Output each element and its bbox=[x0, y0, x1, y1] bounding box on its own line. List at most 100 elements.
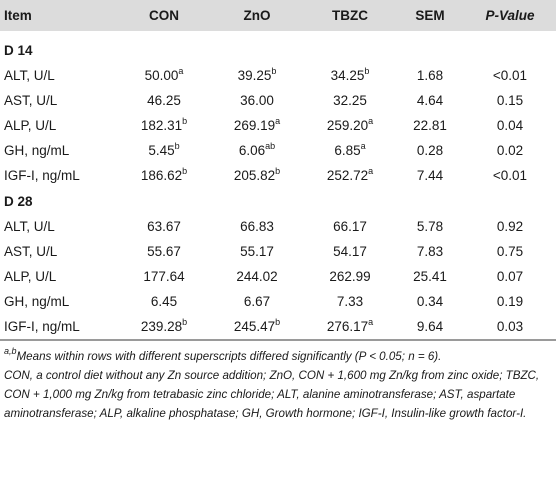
table-header-row: Item CON ZnO TBZC SEM P-Value bbox=[0, 0, 556, 31]
cell-con: 46.25 bbox=[118, 88, 210, 113]
cell-tbzc: 259.20a bbox=[304, 113, 396, 138]
cell-tbzc: 262.99 bbox=[304, 264, 396, 289]
cell-con-superscript: b bbox=[182, 165, 188, 176]
cell-tbzc-superscript: a bbox=[368, 316, 374, 327]
cell-con-value: 5.45 bbox=[148, 143, 175, 158]
header-p-value: P-Value bbox=[464, 0, 556, 31]
cell-item: AST, U/L bbox=[4, 244, 58, 259]
cell-p-value: 0.04 bbox=[496, 118, 524, 133]
header-zno: ZnO bbox=[243, 8, 271, 23]
cell-tbzc-value: 252.72 bbox=[326, 168, 369, 183]
cell-sem: 0.28 bbox=[416, 143, 444, 158]
cell-con: 182.31b bbox=[118, 113, 210, 138]
header-item: Item bbox=[4, 8, 32, 23]
cell-zno-value: 269.19 bbox=[233, 118, 276, 133]
cell-con: 55.67 bbox=[118, 239, 210, 264]
cell-p-value: 0.07 bbox=[496, 269, 524, 284]
cell-zno-superscript: b bbox=[275, 165, 281, 176]
cell-zno: 244.02 bbox=[210, 264, 304, 289]
cell-zno-value: 36.00 bbox=[240, 93, 274, 108]
cell-zno: 269.19a bbox=[210, 113, 304, 138]
cell-tbzc-value: 262.99 bbox=[329, 269, 371, 284]
cell-sem: 25.41 bbox=[413, 269, 447, 284]
cell-tbzc: 66.17 bbox=[304, 214, 396, 239]
cell-tbzc: 34.25b bbox=[304, 63, 396, 88]
cell-item: IGF-I, ng/mL bbox=[4, 168, 80, 183]
cell-tbzc-superscript: a bbox=[368, 115, 374, 126]
header-con: CON bbox=[149, 8, 179, 23]
footnote-abbreviations: CON, a control diet without any Zn sourc… bbox=[4, 369, 540, 420]
cell-sem: 4.64 bbox=[416, 93, 444, 108]
cell-zno-superscript: a bbox=[275, 115, 281, 126]
table-row: ALP, U/L 177.64 244.02 262.99 25.41 0.07 bbox=[0, 264, 556, 289]
cell-zno-superscript: b bbox=[271, 65, 277, 76]
cell-con-superscript: a bbox=[178, 65, 184, 76]
cell-sem: 0.34 bbox=[416, 294, 444, 309]
cell-con-superscript: b bbox=[182, 115, 188, 126]
table-row: AST, U/L 55.67 55.17 54.17 7.83 0.75 bbox=[0, 239, 556, 264]
cell-con: 63.67 bbox=[118, 214, 210, 239]
cell-con: 186.62b bbox=[118, 163, 210, 188]
cell-sem: 7.44 bbox=[416, 168, 444, 183]
table-row: IGF-I, ng/mL 239.28b 245.47b 276.17a 9.64 0.0… bbox=[0, 314, 556, 340]
cell-tbzc: 252.72a bbox=[304, 163, 396, 188]
cell-zno: 6.06ab bbox=[210, 138, 304, 163]
cell-item: AST, U/L bbox=[4, 93, 58, 108]
cell-zno: 36.00 bbox=[210, 88, 304, 113]
footnote-significance-text: Means within rows with different supersc… bbox=[16, 350, 442, 363]
table-row: AST, U/L 46.25 36.00 32.25 4.64 0.15 bbox=[0, 88, 556, 113]
cell-zno-value: 6.06 bbox=[238, 143, 266, 158]
cell-con-value: 186.62 bbox=[140, 168, 183, 183]
cell-p-value: 0.02 bbox=[496, 143, 524, 158]
cell-tbzc-value: 66.17 bbox=[333, 219, 367, 234]
cell-con: 6.45 bbox=[118, 289, 210, 314]
cell-con: 177.64 bbox=[118, 264, 210, 289]
results-table: Item CON ZnO TBZC SEM P-Value D 14 ALT, U… bbox=[0, 0, 556, 340]
header-p-value-text: P-Value bbox=[485, 8, 535, 23]
cell-tbzc-value: 7.33 bbox=[336, 294, 364, 309]
cell-tbzc-value: 34.25 bbox=[330, 68, 365, 83]
cell-tbzc-superscript: a bbox=[360, 140, 366, 151]
table-footnote: a,bMeans within rows with different supe… bbox=[0, 340, 556, 423]
cell-con-superscript: b bbox=[182, 316, 188, 327]
cell-sem: 5.78 bbox=[416, 219, 444, 234]
table-body: D 14 ALT, U/L 50.00a 39.25b 34.25b 1.68 <0.01 A… bbox=[0, 31, 556, 340]
cell-con: 5.45b bbox=[118, 138, 210, 163]
table-row: GH, ng/mL 6.45 6.67 7.33 0.34 0.19 bbox=[0, 289, 556, 314]
cell-zno: 245.47b bbox=[210, 314, 304, 340]
section-label: D 14 bbox=[4, 42, 33, 58]
cell-con-value: 239.28 bbox=[140, 319, 183, 334]
cell-p-value: 0.19 bbox=[496, 294, 524, 309]
cell-tbzc-value: 259.20 bbox=[326, 118, 369, 133]
cell-sem: 7.83 bbox=[416, 244, 444, 259]
cell-tbzc: 54.17 bbox=[304, 239, 396, 264]
cell-con-value: 6.45 bbox=[150, 294, 178, 309]
cell-item: ALT, U/L bbox=[4, 68, 55, 83]
table-row: IGF-I, ng/mL 186.62b 205.82b 252.72a 7.44 <0.… bbox=[0, 163, 556, 188]
cell-con-value: 63.67 bbox=[147, 219, 181, 234]
table-row: ALT, U/L 50.00a 39.25b 34.25b 1.68 <0.01 bbox=[0, 63, 556, 88]
cell-con-value: 50.00 bbox=[144, 68, 179, 83]
cell-item: ALT, U/L bbox=[4, 219, 55, 234]
cell-zno-value: 66.83 bbox=[240, 219, 274, 234]
cell-item: ALP, U/L bbox=[4, 118, 57, 133]
footnote-superscript-mark: a,b bbox=[4, 346, 17, 357]
cell-zno: 205.82b bbox=[210, 163, 304, 188]
cell-p-value: <0.01 bbox=[492, 68, 528, 83]
cell-tbzc: 7.33 bbox=[304, 289, 396, 314]
cell-zno-value: 244.02 bbox=[236, 269, 278, 284]
cell-zno-superscript: ab bbox=[265, 140, 276, 151]
cell-tbzc-superscript: b bbox=[364, 65, 370, 76]
table-row: ALT, U/L 63.67 66.83 66.17 5.78 0.92 bbox=[0, 214, 556, 239]
header-sem: SEM bbox=[415, 8, 445, 23]
cell-zno-superscript: b bbox=[275, 316, 281, 327]
cell-tbzc: 6.85a bbox=[304, 138, 396, 163]
cell-sem: 22.81 bbox=[413, 118, 447, 133]
cell-tbzc-superscript: a bbox=[368, 165, 374, 176]
cell-zno: 6.67 bbox=[210, 289, 304, 314]
cell-tbzc-value: 276.17 bbox=[326, 319, 369, 334]
cell-p-value: 0.75 bbox=[496, 244, 524, 259]
cell-zno: 55.17 bbox=[210, 239, 304, 264]
cell-con-value: 182.31 bbox=[140, 118, 183, 133]
cell-p-value: <0.01 bbox=[492, 168, 528, 183]
